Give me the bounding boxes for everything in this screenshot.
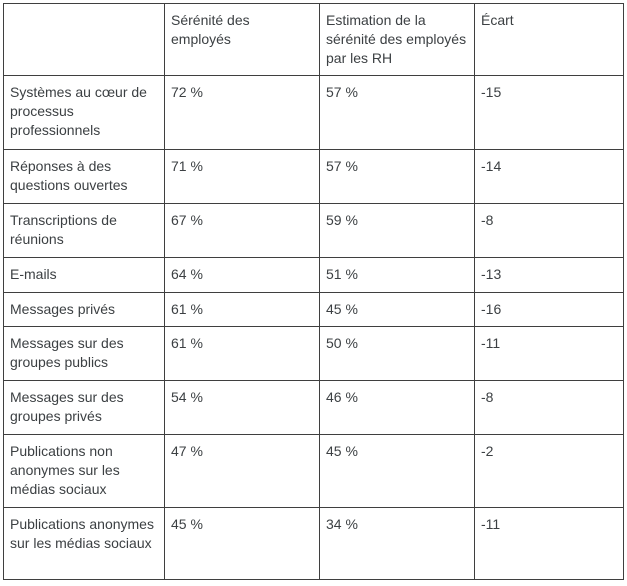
employee-value: 61 % bbox=[164, 292, 320, 327]
employee-value: 45 % bbox=[164, 507, 320, 580]
row-label: Publications anonymes sur les médias soc… bbox=[3, 507, 165, 580]
employee-value: 47 % bbox=[164, 434, 320, 508]
table-row: Publications anonymes sur les médias soc… bbox=[3, 507, 624, 580]
header-row: Sérénité des employés Estimation de la s… bbox=[3, 3, 624, 76]
table-row: Transcriptions de réunions 67 % 59 % -8 bbox=[3, 203, 624, 258]
table-row: Messages privés 61 % 45 % -16 bbox=[3, 292, 624, 327]
table-row: Publications non anonymes sur les médias… bbox=[3, 434, 624, 508]
employee-value: 72 % bbox=[164, 75, 320, 150]
gap-value: -11 bbox=[474, 326, 624, 381]
hr-value: 59 % bbox=[319, 203, 475, 258]
hr-value: 57 % bbox=[319, 75, 475, 150]
employee-value: 61 % bbox=[164, 326, 320, 381]
row-label: Systèmes au cœur de processus profession… bbox=[3, 75, 165, 150]
table-row: Messages sur des groupes privés 54 % 46 … bbox=[3, 380, 624, 435]
row-label: Réponses à des questions ouvertes bbox=[3, 149, 165, 204]
hr-value: 51 % bbox=[319, 257, 475, 293]
hr-value: 46 % bbox=[319, 380, 475, 435]
gap-value: -8 bbox=[474, 203, 624, 258]
gap-value: -14 bbox=[474, 149, 624, 204]
row-label: Messages sur des groupes publics bbox=[3, 326, 165, 381]
header-cell-hr-estimate: Estimation de la sérénité des employés p… bbox=[319, 3, 475, 76]
employee-value: 54 % bbox=[164, 380, 320, 435]
row-label: E-mails bbox=[3, 257, 165, 293]
serenity-table: Sérénité des employés Estimation de la s… bbox=[3, 3, 624, 580]
employee-value: 71 % bbox=[164, 149, 320, 204]
gap-value: -2 bbox=[474, 434, 624, 508]
employee-value: 67 % bbox=[164, 203, 320, 258]
table-row: Messages sur des groupes publics 61 % 50… bbox=[3, 326, 624, 381]
table-row: Systèmes au cœur de processus profession… bbox=[3, 75, 624, 150]
gap-value: -15 bbox=[474, 75, 624, 150]
gap-value: -16 bbox=[474, 292, 624, 327]
row-label: Messages sur des groupes privés bbox=[3, 380, 165, 435]
hr-value: 45 % bbox=[319, 434, 475, 508]
header-cell-employee-serenity: Sérénité des employés bbox=[164, 3, 320, 76]
gap-value: -8 bbox=[474, 380, 624, 435]
table-container: Sérénité des employés Estimation de la s… bbox=[3, 3, 624, 580]
header-cell-gap: Écart bbox=[474, 3, 624, 76]
hr-value: 34 % bbox=[319, 507, 475, 580]
table-row: Réponses à des questions ouvertes 71 % 5… bbox=[3, 149, 624, 204]
gap-value: -11 bbox=[474, 507, 624, 580]
table-row: E-mails 64 % 51 % -13 bbox=[3, 257, 624, 293]
employee-value: 64 % bbox=[164, 257, 320, 293]
row-label: Transcriptions de réunions bbox=[3, 203, 165, 258]
row-label: Publications non anonymes sur les médias… bbox=[3, 434, 165, 508]
hr-value: 45 % bbox=[319, 292, 475, 327]
hr-value: 50 % bbox=[319, 326, 475, 381]
hr-value: 57 % bbox=[319, 149, 475, 204]
header-cell-empty bbox=[3, 3, 165, 76]
gap-value: -13 bbox=[474, 257, 624, 293]
row-label: Messages privés bbox=[3, 292, 165, 327]
